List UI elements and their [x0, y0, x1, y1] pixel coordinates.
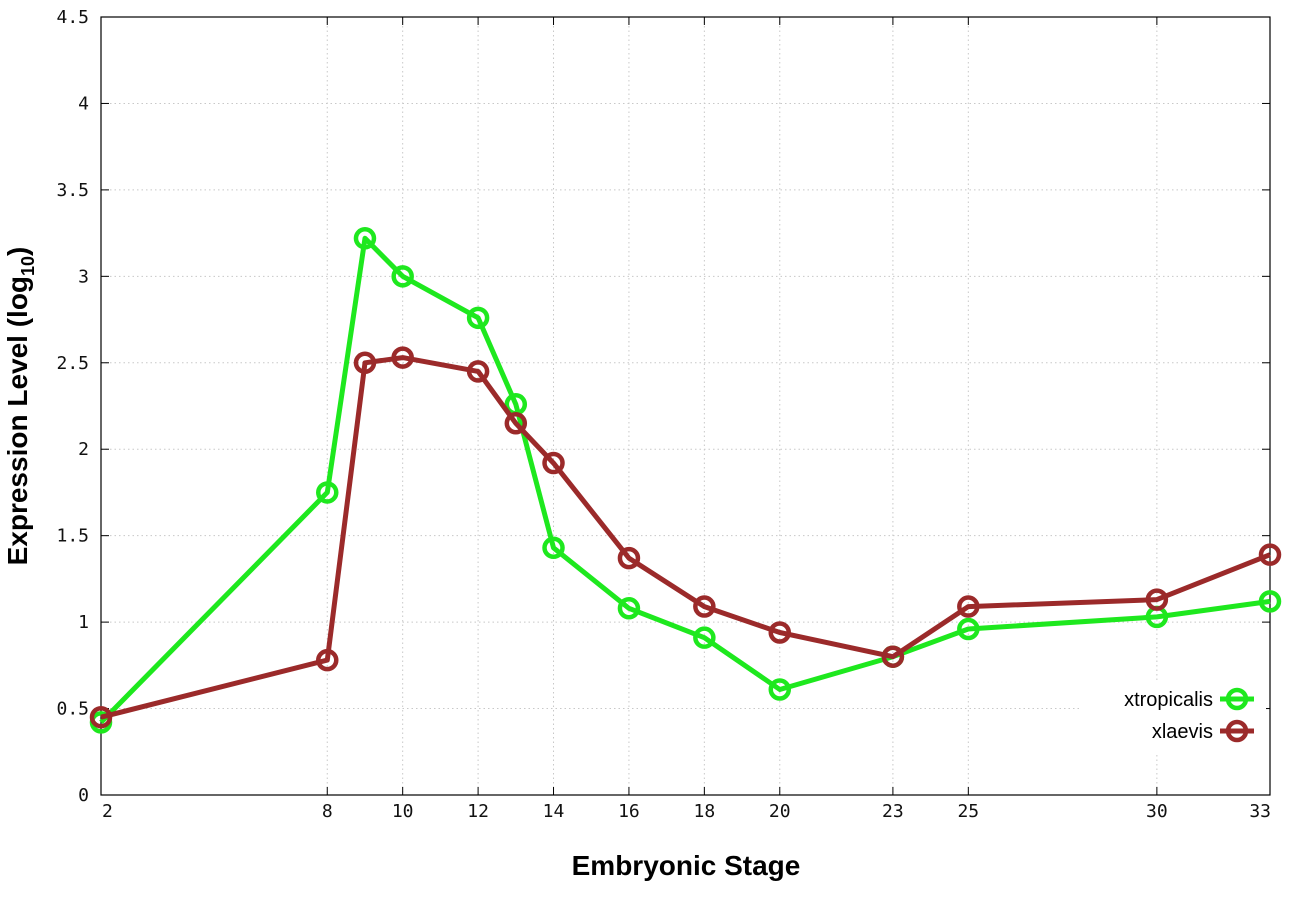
- xtropicalis-point: [353, 227, 377, 250]
- x-tick-label: 8: [322, 801, 333, 822]
- x-tick-label: 33: [1249, 801, 1271, 822]
- y-tick-label: 0: [78, 785, 89, 806]
- xlaevis-point: [881, 645, 905, 668]
- legend: xtropicalis xlaevis: [1080, 680, 1266, 752]
- grid: [101, 17, 1270, 795]
- xlaevis-line: [100, 355, 1271, 720]
- xlaevis-point: [1145, 588, 1169, 611]
- x-tick-label: 30: [1146, 801, 1168, 822]
- xtropicalis-point: [693, 626, 716, 649]
- xlaevis-point: [353, 351, 377, 375]
- xlaevis-point: [316, 648, 339, 672]
- xtropicalis-point: [1258, 590, 1282, 613]
- legend-marker-xlaevis: [1225, 719, 1249, 743]
- x-tick-label: 20: [769, 801, 791, 822]
- x-tick-label: 18: [694, 801, 716, 822]
- x-tick-label: 2: [102, 801, 113, 822]
- xtropicalis-line: [99, 235, 1271, 725]
- xlaevis-point: [504, 412, 528, 435]
- y-axis-title: Expression Level (log10): [2, 247, 38, 566]
- legend-label-xtropicalis: xtropicalis: [1124, 689, 1213, 711]
- y-tick-label: 1.5: [56, 526, 89, 547]
- x-tick-label: 25: [957, 801, 979, 822]
- xlaevis-point: [617, 546, 641, 570]
- x-axis-title: Embryonic Stage: [572, 850, 801, 881]
- y-tick-label: 2.5: [56, 353, 89, 374]
- xlaevis-point: [1258, 543, 1282, 566]
- y-axis-title-subscript: 10: [18, 256, 38, 276]
- xlaevis-point: [466, 360, 490, 383]
- xlaevis-point: [89, 705, 113, 729]
- y-tick-label: 1: [78, 612, 89, 633]
- y-tick-label: 4: [78, 93, 89, 114]
- y-tick-label: 2: [78, 439, 89, 460]
- series: [89, 227, 1282, 734]
- xtropicalis-point: [466, 306, 490, 330]
- xtropicalis-point: [542, 536, 565, 560]
- y-tick-label: 4.5: [56, 7, 89, 28]
- x-tick-label: 14: [543, 801, 565, 822]
- xlaevis-point: [391, 346, 414, 369]
- legend-label-xlaevis: xlaevis: [1152, 721, 1213, 743]
- y-tick-label: 3.5: [56, 180, 89, 201]
- plot-frame: [100, 16, 1271, 796]
- x-tick-label: 16: [618, 801, 640, 822]
- x-tick-label: 10: [392, 801, 414, 822]
- xlaevis-point: [542, 451, 565, 475]
- xtropicalis-point: [768, 678, 792, 701]
- y-tick-label: 0.5: [56, 699, 89, 720]
- y-axis-title-close: ): [2, 247, 33, 256]
- xlaevis-point: [768, 621, 792, 644]
- xlaevis-point: [957, 595, 980, 618]
- x-axis-tick-labels: 2 8 10 12 14 16 18 20 23 25 30 33: [102, 801, 1271, 822]
- y-axis-title-main: Expression Level (log: [2, 276, 33, 565]
- xtropicalis-point: [617, 597, 641, 620]
- xtropicalis-point: [957, 617, 980, 641]
- xlaevis-point: [693, 595, 716, 618]
- y-tick-label: 3: [78, 266, 89, 287]
- y-axis-tick-labels: 0 0.5 1 1.5 2 2.5 3 3.5 4 4.5: [56, 7, 89, 806]
- xtropicalis-point: [391, 265, 414, 288]
- xtropicalis-point: [316, 481, 339, 504]
- x-tick-label: 23: [882, 801, 904, 822]
- legend-marker-xtropicalis: [1225, 687, 1249, 711]
- x-tick-label: 12: [467, 801, 489, 822]
- axis-ticks: [100, 16, 1271, 796]
